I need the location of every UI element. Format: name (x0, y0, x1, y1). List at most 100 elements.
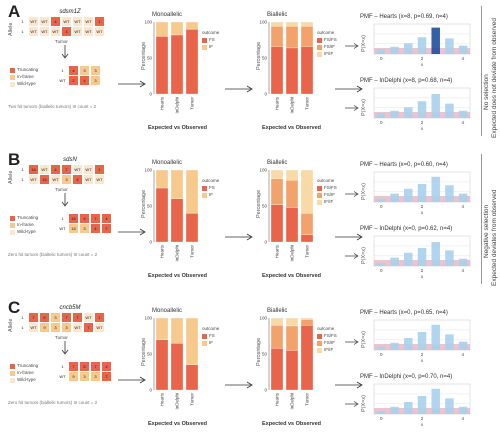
legend-title: outcome (202, 30, 220, 35)
grid-cell: 1 (18, 175, 27, 184)
grid-cell: WT (40, 27, 49, 36)
grid-cell: 1 (95, 313, 104, 322)
down-arrow-icon (61, 341, 69, 355)
legend-label: IF (209, 192, 213, 197)
grid-cell: 3 (51, 313, 60, 322)
legend-label: IF (209, 340, 213, 345)
right-arrow-icon (335, 85, 363, 93)
summary-cell: 4 (91, 224, 100, 233)
summary-cell: 3 (91, 76, 100, 85)
x-axis-label: x (421, 62, 424, 66)
bar-segment (300, 319, 314, 326)
y-axis-label: P(X=x) (361, 99, 367, 116)
bar-segment (185, 169, 199, 214)
chart-title: Biallelic (267, 160, 288, 166)
arrow-head (246, 233, 253, 241)
legend-swatch (317, 45, 322, 50)
stacked-bar-chart: 0 50 100 Hearts InDelphi Tumor (259, 316, 314, 410)
bar-segment (285, 179, 299, 208)
pmf-bar (376, 198, 386, 202)
legend-swatch (202, 45, 207, 50)
right-arrow-icon (118, 376, 146, 384)
arrow-head (353, 191, 359, 197)
pmf-bar (458, 193, 468, 202)
grid-cell: 7 (62, 165, 71, 174)
legend-label: FS (209, 37, 215, 42)
pmf-bar (431, 324, 440, 350)
x-tick-label: InDelphi (290, 393, 295, 410)
x-tick-label: 0 (380, 352, 383, 357)
right-arrow-icon (345, 43, 359, 49)
right-arrow-icon (345, 401, 359, 407)
x-tick-label: Hearts (160, 392, 165, 406)
pmf-bar (417, 37, 427, 54)
pmf-bar (390, 193, 399, 202)
legend-title: outcome (317, 178, 335, 183)
footnote: Two hit tumors (biallelic tumors) III co… (8, 104, 97, 109)
pmf-bar (417, 248, 427, 266)
pmf-bar (431, 388, 440, 414)
summary-cell: 3 (80, 66, 89, 75)
x-tick-label: 2 (421, 268, 424, 273)
x-tick-label: Tumor (190, 245, 195, 258)
legend-label: FS/FS (324, 37, 337, 42)
tumor-label: Tumor (55, 39, 68, 44)
y-tick-label: 100 (144, 316, 152, 321)
grid-cell: 1 (18, 165, 27, 174)
summary-cell: 1 (58, 362, 67, 371)
arrow-head (353, 43, 359, 49)
right-arrow-icon (225, 233, 253, 241)
summary-cell: 1 (58, 214, 67, 223)
x-tick-label: InDelphi (175, 245, 180, 262)
grid-cell: WT (62, 17, 71, 26)
right-arrow-icon (345, 191, 359, 197)
x-tick-label: Hearts (160, 96, 165, 110)
y-tick-label: 50 (147, 204, 153, 209)
legend-label: FS (209, 185, 215, 190)
legend-label: In-frame (17, 222, 34, 227)
grid-cell: 3 (62, 323, 71, 332)
legend-swatch (317, 38, 322, 43)
gene-name: cncb5M (59, 305, 81, 311)
pmf-bar (417, 396, 427, 414)
bar-segment (300, 169, 314, 214)
pmf-chart: 0 2 4 x (373, 319, 471, 362)
legend-swatch (202, 193, 207, 198)
grid-cell: 7 (29, 313, 38, 322)
grid-cell: WT (95, 323, 104, 332)
tumor-label: Tumor (55, 335, 68, 340)
panel-a: A sdsm1Z Allele 1 WT WT 4 WT WT WT 1 1 WT WT WT 4 WT WT W… (0, 0, 500, 145)
y-tick-label: 100 (144, 168, 152, 173)
x-axis-label: x (421, 358, 424, 362)
y-axis-label: P(X=x) (361, 395, 367, 412)
x-axis-label: x (421, 422, 424, 426)
x-axis-label: x (421, 274, 424, 278)
legend-swatch (10, 68, 15, 73)
grid-cell: WT (95, 27, 104, 36)
pmf-bar (458, 45, 468, 54)
expected-observed-label: Expected vs Observed (148, 125, 208, 131)
y-tick-label: 0 (149, 92, 152, 97)
grid-cell: 7 (62, 313, 71, 322)
y-tick-label: 0 (149, 388, 152, 393)
legend-label: FS/FS (324, 185, 337, 190)
right-arrow-icon (335, 233, 363, 241)
grid-cell: 1 (18, 17, 27, 26)
pmf-bar (417, 101, 427, 118)
grid-cell: WT (84, 27, 93, 36)
grid-cell: WT (73, 17, 82, 26)
summary-cell: 4 (69, 66, 78, 75)
pmf-bar (445, 103, 454, 118)
pmf-title: PMF – Hearts (x=0, p=0.60, n=4) (360, 162, 448, 168)
y-axis-label: Percentage (256, 189, 262, 218)
pmf-bar (458, 406, 468, 414)
pmf-bar (445, 185, 454, 202)
legend-swatch (317, 341, 322, 346)
legend-label: Truncating (17, 67, 39, 72)
grid-cell: WT (84, 17, 93, 26)
grid-cell: 7 (84, 323, 93, 332)
pmf-bar (404, 107, 413, 118)
y-tick-label: 50 (147, 352, 153, 357)
legend-swatch (202, 38, 207, 43)
legend-swatch (10, 82, 15, 87)
